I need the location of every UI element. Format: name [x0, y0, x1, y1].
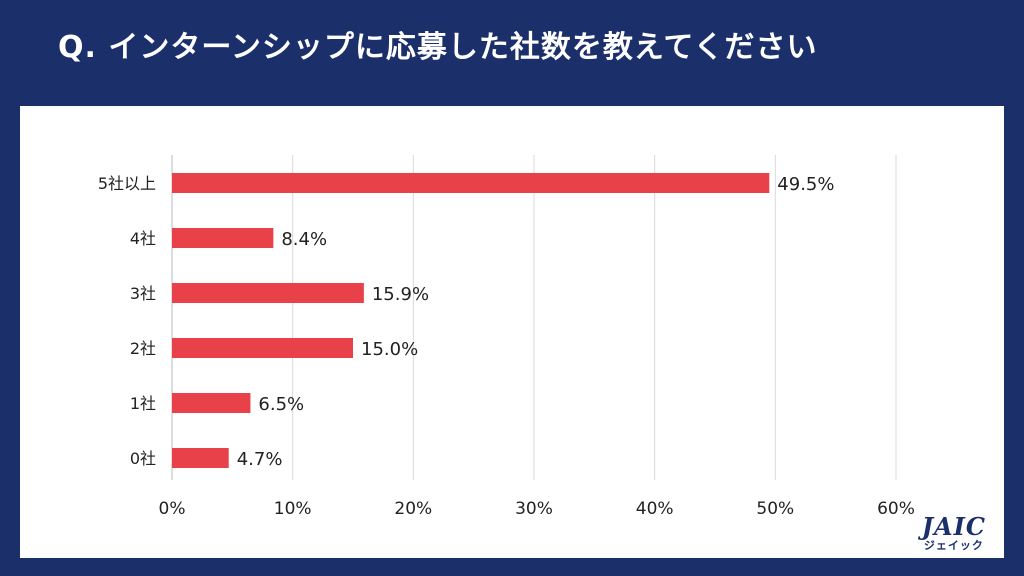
value-label: 6.5%: [258, 394, 304, 415]
logo-sub-text: ジェイック: [923, 539, 984, 552]
bar: [172, 448, 229, 468]
bar: [172, 173, 770, 193]
x-tick-label: 60%: [877, 499, 915, 519]
category-label: 0社: [130, 449, 156, 468]
value-label: 8.4%: [281, 229, 327, 250]
x-tick-label: 20%: [394, 499, 432, 519]
value-label: 4.7%: [237, 449, 283, 470]
value-label: 15.0%: [361, 339, 418, 360]
jaic-logo: JAIC ジェイック: [921, 512, 986, 553]
x-tick-label: 30%: [515, 499, 553, 519]
category-label: 2社: [130, 339, 156, 358]
chart-title: Q. インターンシップに応募した社数を教えてください: [58, 30, 818, 65]
x-tick-label: 40%: [636, 499, 674, 519]
logo-main-text: JAIC: [921, 512, 986, 541]
bar: [172, 338, 353, 358]
bar: [172, 228, 274, 248]
category-label: 4社: [130, 229, 156, 248]
category-label: 3社: [130, 284, 156, 303]
x-tick-label: 0%: [159, 499, 186, 519]
bar: [172, 393, 251, 413]
x-tick-label: 10%: [274, 499, 312, 519]
category-label: 5社以上: [98, 174, 156, 193]
category-label: 1社: [130, 394, 156, 413]
x-tick-label: 50%: [756, 499, 794, 519]
value-label: 15.9%: [372, 284, 429, 305]
value-label: 49.5%: [777, 174, 834, 195]
bar: [172, 283, 364, 303]
